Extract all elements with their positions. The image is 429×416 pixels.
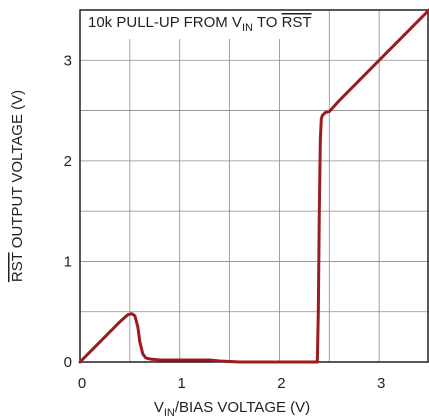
y-tick-label: 2 <box>64 153 72 170</box>
x-axis-label: VIN/BIAS VOLTAGE (V) <box>154 399 310 416</box>
x-tick-label: 0 <box>78 375 86 392</box>
y-tick-label: 0 <box>64 354 72 371</box>
tick-labels: 0 1 2 3 0 1 2 3 <box>64 52 386 392</box>
y-tick-label: 1 <box>64 253 72 270</box>
series-line <box>78 8 429 364</box>
y-axis-label: RST OUTPUT VOLTAGE (V) <box>9 90 26 282</box>
y-tick-label: 3 <box>64 52 72 69</box>
chart-title-background <box>81 11 319 39</box>
x-tick-label: 2 <box>277 375 285 392</box>
grid <box>80 10 429 362</box>
chart-title: 10k PULL-UP FROM VIN TO RST <box>88 14 312 34</box>
x-tick-label: 3 <box>377 375 385 392</box>
x-tick-label: 1 <box>178 375 186 392</box>
